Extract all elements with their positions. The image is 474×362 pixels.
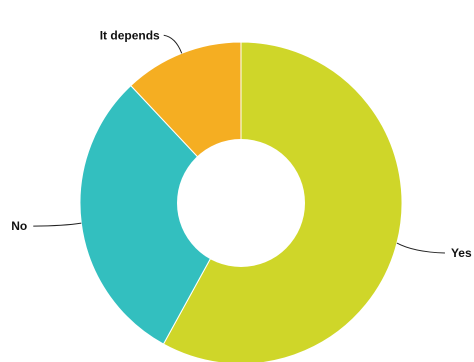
- label-it-depends: It depends: [100, 28, 160, 42]
- labels-layer: Yes No It depends: [11, 28, 472, 260]
- label-yes: Yes: [451, 246, 472, 260]
- label-no: No: [11, 219, 27, 233]
- leader-line-no: [33, 222, 82, 227]
- leader-line-yes: [396, 242, 445, 254]
- slice-no: [79, 84, 242, 345]
- donut-hole: [177, 139, 305, 267]
- leader-line-it-depends: [163, 34, 183, 54]
